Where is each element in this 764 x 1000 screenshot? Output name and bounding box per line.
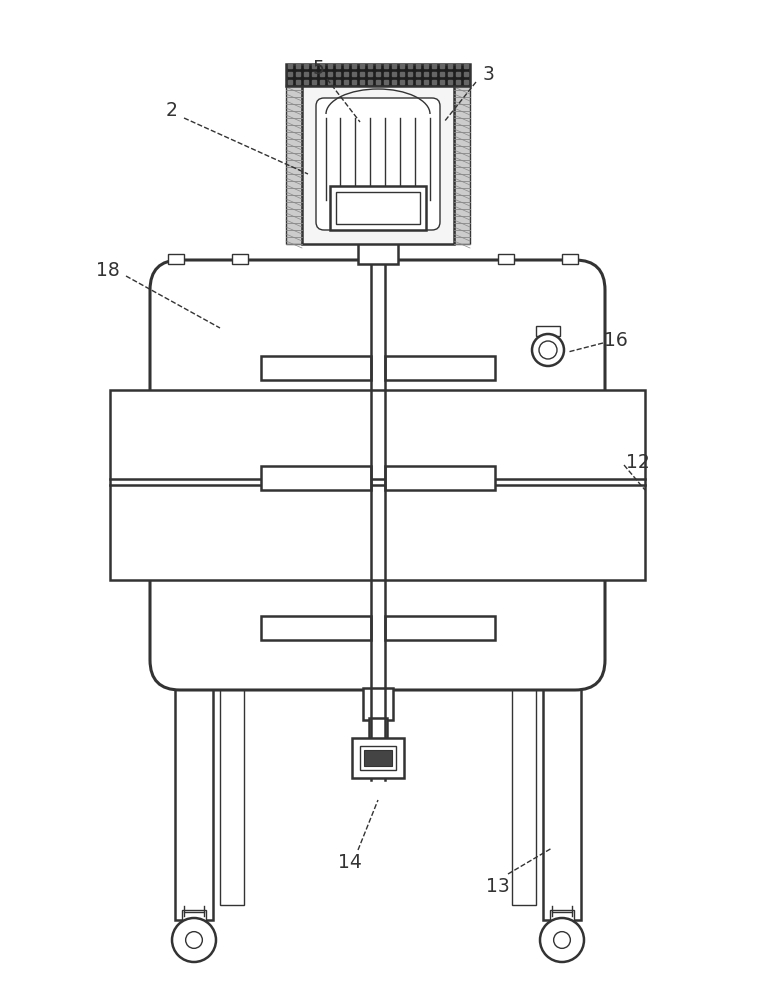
Text: 12: 12 xyxy=(626,452,650,472)
Text: 13: 13 xyxy=(486,876,510,896)
Circle shape xyxy=(532,334,564,366)
Bar xyxy=(369,718,387,740)
Bar xyxy=(550,910,574,924)
Bar xyxy=(543,688,581,920)
FancyBboxPatch shape xyxy=(150,260,605,690)
Bar xyxy=(182,910,206,924)
Text: 14: 14 xyxy=(338,852,362,871)
Bar xyxy=(562,254,578,264)
Bar xyxy=(261,356,371,380)
Bar xyxy=(286,64,470,86)
Bar xyxy=(286,84,302,244)
Bar xyxy=(175,688,213,920)
Bar xyxy=(220,688,244,905)
Bar xyxy=(358,236,398,264)
Text: 16: 16 xyxy=(604,330,628,350)
Bar xyxy=(385,356,495,380)
Bar xyxy=(352,738,404,778)
Bar xyxy=(385,466,495,490)
Circle shape xyxy=(539,341,557,359)
Text: 3: 3 xyxy=(482,64,494,84)
Bar xyxy=(363,688,393,720)
Bar xyxy=(261,466,371,490)
Bar xyxy=(498,254,514,264)
Bar xyxy=(364,750,392,766)
Circle shape xyxy=(172,918,216,962)
Bar xyxy=(336,192,420,224)
Circle shape xyxy=(540,918,584,962)
Circle shape xyxy=(554,932,571,948)
Bar xyxy=(536,326,560,336)
Bar xyxy=(168,254,184,264)
Text: 5: 5 xyxy=(312,58,324,78)
FancyBboxPatch shape xyxy=(316,98,440,230)
Bar xyxy=(302,84,454,244)
Text: 2: 2 xyxy=(166,101,178,119)
Bar xyxy=(110,390,645,580)
Text: 18: 18 xyxy=(96,260,120,279)
Bar xyxy=(385,616,495,640)
Bar xyxy=(330,186,426,230)
Bar xyxy=(512,688,536,905)
Circle shape xyxy=(186,932,202,948)
Bar xyxy=(232,254,248,264)
Bar xyxy=(261,616,371,640)
Bar xyxy=(360,746,396,770)
Bar xyxy=(454,84,470,244)
